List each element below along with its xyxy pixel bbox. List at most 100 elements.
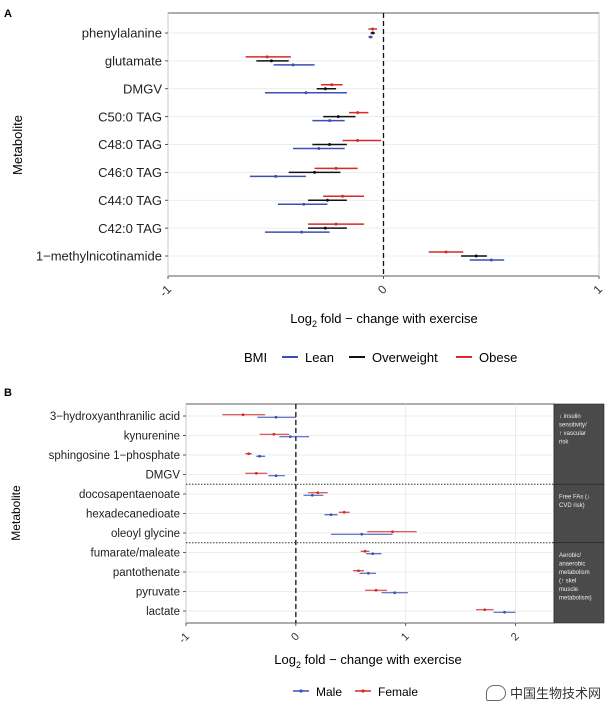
point-estimate — [334, 222, 338, 226]
panel-b-interval-male-pantothenate — [359, 571, 377, 575]
panel-b-label: B — [4, 387, 12, 399]
point-estimate — [328, 119, 332, 123]
panel-b-y-label-dmgv: DMGV — [146, 470, 181, 482]
point-estimate — [369, 35, 373, 39]
panel-b-interval-male-docosapentaenoate — [303, 493, 324, 497]
panel-b-interval-male-pyruvate — [381, 591, 408, 595]
strip-label-line: CVD risk) — [559, 503, 585, 509]
point-estimate — [323, 87, 327, 91]
point-estimate — [317, 147, 321, 150]
panel-a-interval-overweight-c44-0-tag — [308, 198, 347, 202]
panel-a-x-axis-title-sub: 2 — [312, 319, 317, 329]
point-estimate — [323, 226, 327, 230]
panel-a-x-axis-title-rest: fold − change with exercise — [317, 311, 478, 326]
panel-a-interval-lean-dmgv — [264, 91, 347, 95]
panel-a-interval-overweight-dmgv — [316, 87, 337, 91]
panel-a-interval-obese-phenylalanine — [368, 27, 378, 31]
legend-key-male-point — [299, 689, 303, 693]
panel-b-x-tick-label: 1 — [399, 631, 412, 644]
panel-a-y-label-glutamate: glutamate — [105, 54, 162, 69]
point-estimate — [356, 111, 360, 115]
panel-b-y-label-3-hydroxyanthranilic-acid: 3−hydroxyanthranilic acid — [50, 411, 180, 423]
strip-background — [553, 483, 605, 544]
legend-label-obese: Obese — [479, 350, 517, 365]
panel-a-interval-overweight-1-methylnicotinamide — [461, 254, 487, 258]
point-estimate — [265, 55, 269, 59]
panel-a-y-axis-title: Metabolite — [10, 115, 25, 175]
panel-b-x-tick-label: 0 — [289, 631, 302, 644]
point-estimate — [503, 610, 506, 614]
panel-a-x-tick-labels: -1 0 1 — [157, 276, 605, 300]
panel-b-group-strip-1: ↓ insulin sensitivity/ ↑ vascular risk — [553, 403, 605, 485]
panel-b-group-strips: ↓ insulin sensitivity/ ↑ vascular risk Free … — [553, 403, 605, 624]
panel-b-y-label-hexadecanedioate: hexadecanedioate — [86, 509, 180, 521]
panel-a-legend: BMI Lean Overweight Obese — [244, 350, 517, 365]
panel-b: B 3−hydroxyanthranilic acid kynurenine sph… — [4, 387, 605, 699]
panel-b-interval-male-oleoyl-glycine — [331, 532, 393, 536]
point-estimate — [371, 31, 375, 35]
point-estimate — [288, 435, 292, 439]
panel-a-interval-obese-dmgv — [321, 83, 343, 87]
point-estimate — [356, 139, 360, 142]
point-estimate — [316, 491, 320, 495]
point-estimate — [274, 174, 278, 178]
panel-a-y-label-c48-0-tag: C48:0 TAG — [98, 137, 162, 152]
strip-label-line: ↑ vascular — [559, 431, 586, 437]
point-estimate — [328, 143, 332, 146]
legend-label-female: Female — [378, 685, 418, 699]
point-estimate — [341, 194, 345, 198]
panel-a-interval-overweight-c50-0-tag — [323, 115, 356, 119]
point-estimate — [304, 91, 308, 95]
strip-label-line: ↓ insulin — [559, 414, 581, 420]
panel-b-group-strip-2: Free FAs (↓ CVD risk) — [553, 483, 605, 544]
panel-b-interval-female-fumarate-maleate — [360, 549, 370, 553]
point-estimate — [371, 27, 375, 31]
panel-b-y-tick-labels: 3−hydroxyanthranilic acid kynurenine sphin… — [49, 411, 186, 618]
panel-a-x-axis-title: Log2 fold − change with exercise — [290, 311, 478, 329]
panel-b-y-label-fumarate-maleate: fumarate/maleate — [91, 548, 181, 560]
panel-a-interval-lean-c42-0-tag — [264, 230, 330, 234]
panel-a-interval-overweight-phenylalanine — [370, 31, 375, 35]
panel-b-interval-male-kynurenine — [279, 435, 310, 439]
point-estimate — [241, 413, 245, 417]
panel-a-interval-obese-c44-0-tag — [323, 194, 365, 198]
point-estimate — [272, 432, 276, 436]
strip-label-line: risk — [559, 440, 569, 446]
panel-b-x-tick-label: -1 — [177, 631, 192, 646]
panel-a-x-tick-label: -1 — [157, 282, 175, 300]
panel-b-interval-female-kynurenine — [259, 432, 290, 436]
panel-b-y-label-pantothenate: pantothenate — [113, 567, 180, 579]
point-estimate — [274, 474, 278, 478]
panel-b-interval-male-3-hydroxyanthranilic-acid — [257, 415, 296, 419]
point-estimate — [269, 59, 273, 63]
panel-b-x-axis-title-rest: fold − change with exercise — [301, 652, 462, 667]
point-estimate — [444, 250, 448, 254]
strip-label-line: anaerobic — [559, 561, 585, 567]
panel-a-interval-lean-c48-0-tag — [292, 147, 345, 150]
legend-label-lean: Lean — [305, 350, 334, 365]
strip-background — [553, 403, 605, 485]
panel-a-y-label-c42-0-tag: C42:0 TAG — [98, 221, 162, 236]
panel-b-y-label-sphingosine-1-phosphate: sphingosine 1−phosphate — [49, 450, 180, 462]
panel-b-interval-female-docosapentaenoate — [307, 491, 328, 495]
watermark-text: 中国生物技术网 — [509, 687, 601, 702]
panel-b-interval-female-dmgv — [245, 471, 268, 475]
panel-b-interval-female-lactate — [476, 608, 494, 612]
point-estimate — [302, 202, 306, 206]
point-estimate — [374, 588, 378, 592]
panel-b-x-tick-labels: -1 0 1 2 — [177, 623, 522, 646]
strip-label-line: sensitivity/ — [559, 423, 587, 429]
point-estimate — [363, 549, 367, 553]
point-estimate — [300, 230, 304, 234]
panel-a-interval-overweight-c42-0-tag — [308, 226, 347, 230]
panel-b-interval-male-sphingosine-1-phosphate — [256, 454, 266, 458]
legend-title-bmi: BMI — [244, 350, 267, 365]
point-estimate — [336, 115, 340, 119]
panel-a: A phenylalanine glutamate DMGV C50:0 TAG C48… — [4, 8, 605, 365]
panel-a-x-tick-label: 0 — [375, 282, 390, 297]
panel-b-interval-male-fumarate-maleate — [366, 552, 382, 556]
point-estimate — [342, 510, 346, 514]
point-estimate — [360, 532, 364, 536]
panel-a-interval-lean-c44-0-tag — [277, 202, 328, 206]
